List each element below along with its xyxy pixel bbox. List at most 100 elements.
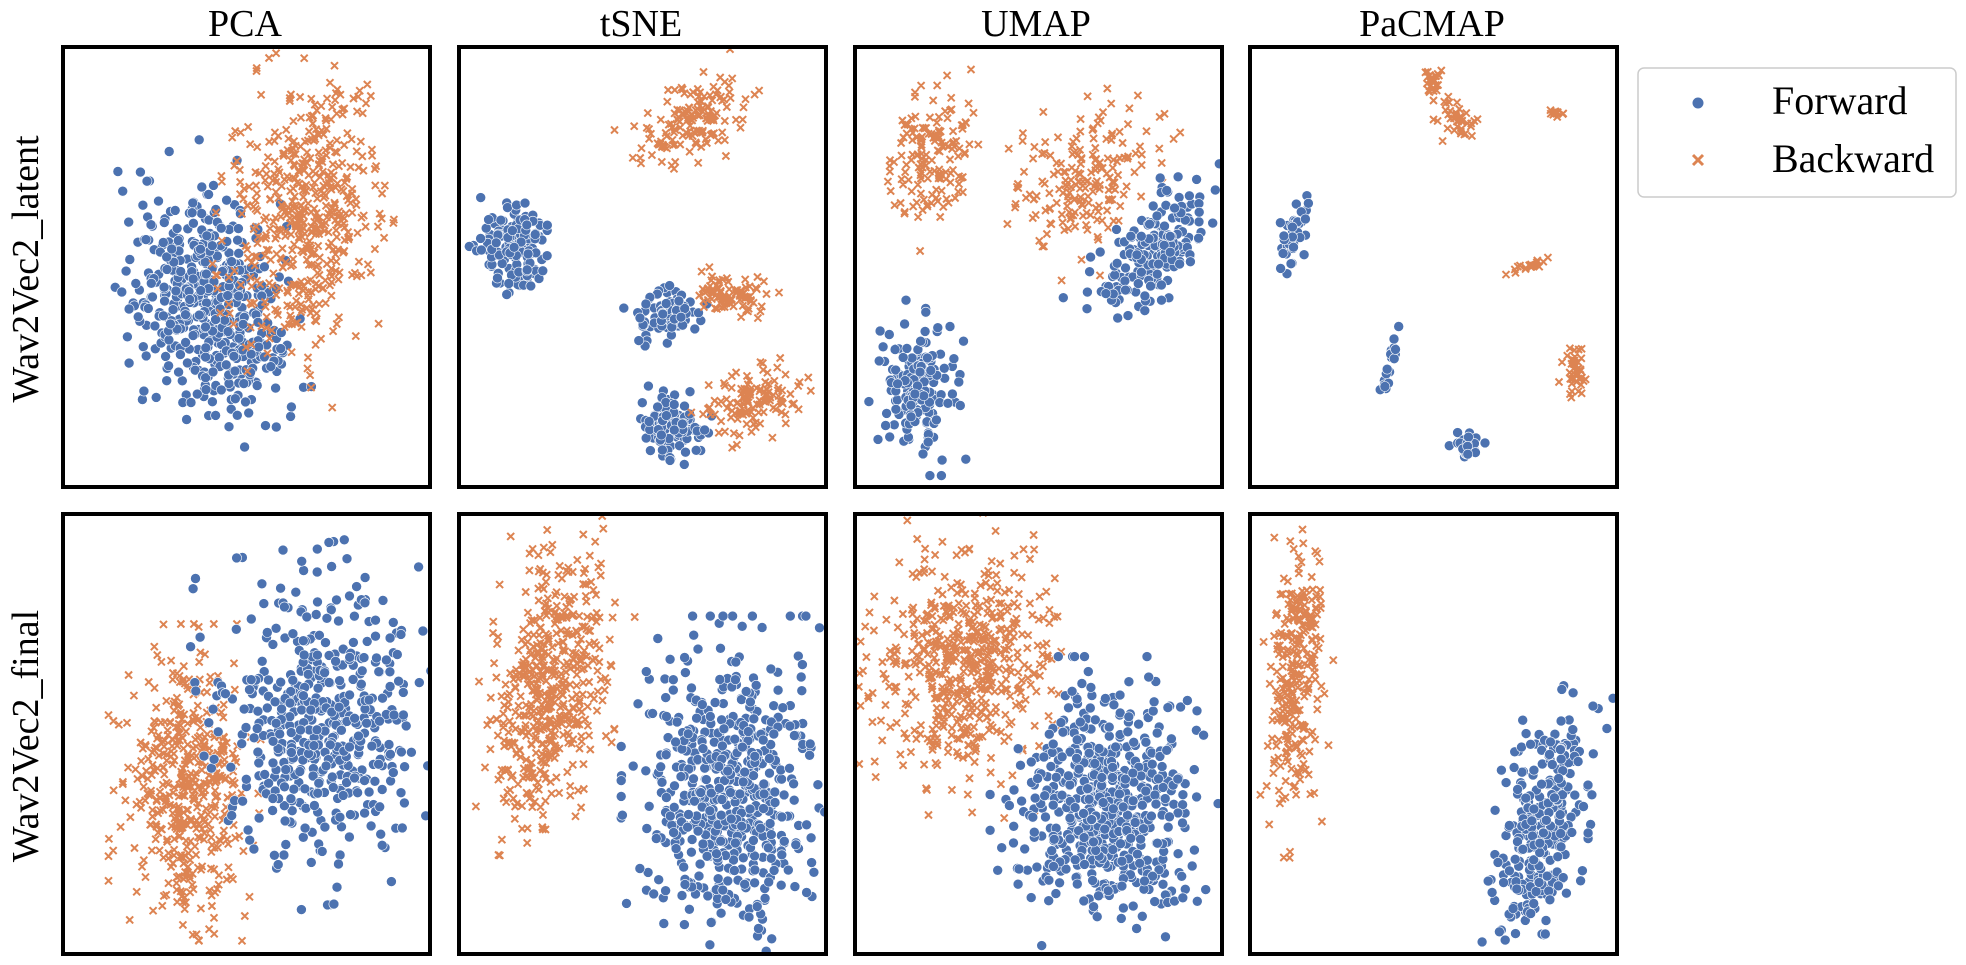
forward-point: [261, 627, 273, 638]
forward-point: [938, 362, 950, 374]
forward-point: [180, 337, 191, 348]
forward-point: [356, 665, 368, 677]
forward-point: [1081, 303, 1093, 315]
forward-point: [226, 810, 237, 821]
forward-point: [296, 904, 307, 915]
forward-point: [1150, 798, 1162, 810]
forward-point: [1090, 714, 1101, 726]
forward-point: [749, 877, 760, 889]
panel-frame: [457, 512, 828, 956]
forward-point: [1137, 910, 1148, 922]
forward-point: [341, 553, 353, 565]
forward-point: [168, 256, 180, 268]
forward-point: [1122, 809, 1133, 821]
forward-point: [245, 348, 257, 360]
row-label-latent: Wav2Vec2_latent: [5, 135, 47, 403]
forward-point: [294, 766, 306, 777]
forward-point: [384, 632, 396, 644]
forward-point: [1058, 292, 1069, 304]
forward-point: [984, 824, 996, 836]
backward-cluster: [1256, 514, 1338, 863]
forward-point: [182, 357, 193, 369]
forward-point: [226, 256, 237, 267]
forward-point: [992, 864, 1004, 876]
forward-point: [678, 459, 690, 470]
forward-point: [1191, 174, 1202, 185]
forward-point: [196, 208, 207, 219]
backward-points: [1003, 84, 1185, 285]
forward-point: [917, 448, 929, 460]
forward-point: [922, 436, 934, 448]
forward-point: [349, 772, 360, 784]
forward-point: [383, 739, 395, 750]
forward-point: [252, 746, 264, 758]
forward-point: [897, 352, 909, 363]
forward-point: [792, 650, 804, 662]
forward-point: [243, 407, 254, 419]
forward-point: [727, 610, 738, 622]
forward-point: [1135, 833, 1146, 845]
forward-point: [679, 652, 690, 663]
forward-point: [256, 655, 268, 667]
forward-point: [1175, 701, 1186, 713]
forward-point: [1056, 789, 1068, 801]
forward-point: [1047, 738, 1059, 750]
forward-point: [305, 857, 317, 868]
forward-point: [296, 704, 307, 716]
forward-point: [863, 396, 875, 407]
forward-point: [161, 251, 172, 263]
forward-point: [1057, 726, 1069, 738]
forward-point: [338, 534, 350, 546]
forward-point: [1107, 761, 1118, 773]
forward-point: [1185, 256, 1196, 268]
forward-point: [664, 810, 676, 822]
forward-point: [748, 835, 759, 846]
forward-point: [158, 281, 170, 293]
forward-point: [725, 813, 737, 825]
forward-point: [670, 736, 681, 748]
forward-point: [680, 446, 691, 458]
forward-point: [1517, 714, 1528, 726]
forward-point: [664, 455, 676, 466]
forward-point: [1107, 772, 1118, 783]
forward-point: [936, 470, 947, 481]
forward-point: [298, 565, 309, 576]
forward-point: [173, 235, 184, 246]
forward-point: [1528, 854, 1539, 866]
forward-point: [1191, 705, 1203, 717]
forward-cluster: [1374, 321, 1404, 396]
forward-point: [201, 230, 213, 242]
forward-point: [922, 352, 933, 364]
forward-point: [1151, 210, 1163, 222]
forward-point: [1525, 738, 1536, 750]
forward-point: [686, 682, 697, 694]
backward-points: [695, 262, 784, 323]
forward-point: [259, 769, 271, 780]
forward-point: [1141, 651, 1153, 662]
panel-pacmap-latent: [1248, 45, 1619, 489]
forward-point: [768, 865, 780, 876]
forward-point: [676, 890, 688, 901]
forward-point: [1193, 216, 1205, 228]
forward-point: [344, 651, 356, 663]
forward-point: [1463, 431, 1474, 443]
forward-point: [1186, 860, 1198, 872]
panel-frame: [61, 45, 432, 489]
forward-point: [1102, 885, 1114, 897]
forward-point: [1544, 894, 1556, 906]
forward-point: [120, 265, 132, 277]
forward-point: [1073, 825, 1084, 837]
forward-point: [1076, 678, 1088, 689]
legend-backward-label: Backward: [1772, 136, 1934, 181]
forward-point: [237, 795, 248, 807]
forward-point: [371, 652, 382, 664]
forward-point: [1158, 240, 1170, 251]
forward-point: [800, 610, 812, 622]
forward-point: [163, 360, 174, 372]
forward-point: [298, 649, 310, 661]
forward-point: [1136, 231, 1147, 242]
forward-point: [701, 850, 713, 862]
forward-point: [694, 858, 706, 870]
forward-point: [1082, 783, 1093, 795]
forward-point: [351, 581, 362, 592]
